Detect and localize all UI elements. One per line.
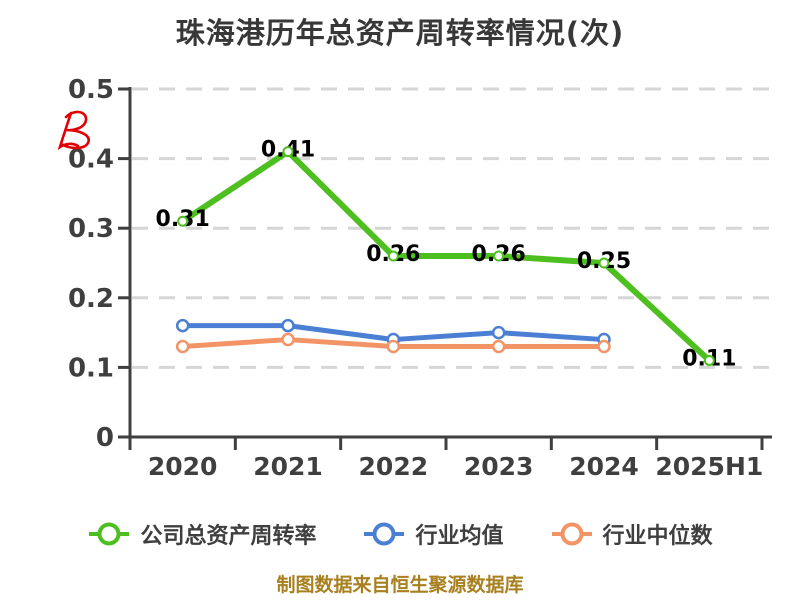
legend-label-industry-mean: 行业均值 bbox=[415, 524, 504, 549]
legend-item-industry-mean: 行业均值 bbox=[362, 518, 504, 550]
svg-text:2024: 2024 bbox=[569, 452, 639, 481]
legend-label-industry-median: 行业中位数 bbox=[602, 524, 713, 549]
axes-and-ticks bbox=[118, 87, 772, 450]
data-point-labels: 0.310.410.260.260.250.11 bbox=[156, 138, 737, 372]
series-line-0 bbox=[179, 148, 713, 364]
chart-legend: 公司总资产周转率 行业均值 行业中位数 bbox=[0, 518, 800, 550]
legend-marker-orange-icon bbox=[551, 522, 592, 546]
legend-item-industry-median: 行业中位数 bbox=[550, 518, 713, 550]
svg-text:0.1: 0.1 bbox=[68, 353, 114, 383]
svg-text:2021: 2021 bbox=[253, 452, 323, 481]
svg-text:0.3: 0.3 bbox=[68, 214, 114, 244]
svg-text:2023: 2023 bbox=[464, 452, 534, 481]
svg-text:0.5: 0.5 bbox=[68, 75, 114, 105]
data-point-markers bbox=[175, 146, 715, 366]
svg-text:0.2: 0.2 bbox=[68, 284, 114, 314]
legend-item-company-turnover: 公司总资产周转率 bbox=[87, 518, 316, 550]
svg-text:2020: 2020 bbox=[148, 452, 218, 481]
svg-text:0.4: 0.4 bbox=[68, 145, 114, 175]
svg-text:2025H1: 2025H1 bbox=[655, 452, 763, 481]
svg-text:0: 0 bbox=[96, 423, 114, 453]
legend-label-company-turnover: 公司总资产周转率 bbox=[140, 524, 317, 549]
x-tick-labels: 2020 2021 2022 2023 2024 2025H1 bbox=[148, 452, 763, 481]
legend-marker-blue-icon bbox=[364, 522, 405, 546]
red-scribble-mark-icon bbox=[57, 110, 90, 151]
chart-title: 珠海港历年总资产周转率情况(次) bbox=[175, 16, 625, 50]
legend-marker-green-icon bbox=[89, 522, 130, 546]
y-tick-labels: 0 0.1 0.2 0.3 0.4 0.5 bbox=[68, 75, 114, 453]
data-source-note: 制图数据来自恒生聚源数据库 bbox=[276, 574, 524, 596]
svg-text:2022: 2022 bbox=[359, 452, 429, 481]
